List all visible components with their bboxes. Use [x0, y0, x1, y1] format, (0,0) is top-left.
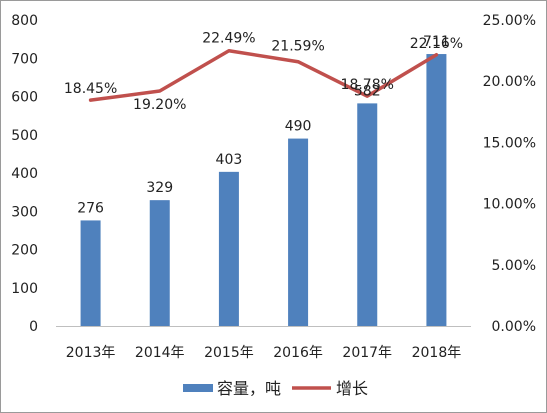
x-tick-label: 2015年	[204, 345, 254, 361]
x-tick-label: 2017年	[342, 345, 392, 361]
x-tick-label: 2018年	[412, 345, 462, 361]
bar	[149, 200, 170, 326]
x-axis: 2013年 2014年 2015年 2016年 2017年 2018年	[56, 326, 471, 361]
right-tick-label: 15.00%	[483, 135, 536, 151]
left-tick-label: 800	[11, 13, 38, 29]
line-value-label: 22.49%	[202, 31, 255, 47]
legend-label-bar: 容量，吨	[217, 379, 281, 398]
legend-label-line: 增长	[336, 379, 368, 398]
line-point	[89, 98, 93, 102]
left-tick-label: 100	[11, 281, 38, 297]
legend: 容量，吨 增长	[183, 379, 368, 398]
left-tick-label: 300	[11, 204, 38, 220]
line-value-label: 18.78%	[341, 77, 394, 93]
left-tick-label: 400	[11, 166, 38, 182]
bar-value-label: 490	[285, 119, 312, 135]
bar-value-label: 276	[77, 200, 104, 216]
line-value-label: 22.16%	[410, 36, 463, 52]
growth-line	[88, 48, 439, 102]
left-tick-label: 600	[11, 90, 38, 106]
legend-swatch-bar	[183, 384, 213, 392]
left-tick-label: 500	[11, 128, 38, 144]
line-point	[158, 89, 162, 93]
line-point	[227, 49, 231, 53]
left-tick-label: 200	[11, 243, 38, 259]
bar-value-label: 711	[423, 34, 450, 50]
line-value-label: 19.20%	[133, 97, 186, 113]
right-tick-label: 10.00%	[483, 197, 536, 213]
bar	[80, 220, 101, 326]
line-series	[88, 48, 439, 102]
bar-value-label: 582	[354, 83, 381, 99]
line-value-label: 21.59%	[271, 39, 324, 55]
right-tick-label: 5.00%	[492, 258, 536, 274]
left-tick-label: 0	[29, 319, 38, 335]
line-point	[296, 60, 300, 64]
right-axis-ticks: 0.00% 5.00% 10.00% 15.00% 20.00% 25.00%	[483, 13, 536, 335]
line-point	[365, 94, 369, 98]
bar	[218, 171, 239, 326]
left-tick-label: 700	[11, 51, 38, 67]
x-tick-label: 2013年	[66, 345, 116, 361]
right-tick-label: 25.00%	[483, 13, 536, 29]
bar	[357, 103, 378, 326]
line-point	[434, 53, 438, 57]
left-axis-ticks: 0 100 200 300 400 500 600 700 800	[11, 13, 38, 335]
bar-value-label: 403	[216, 152, 243, 168]
x-tick-label: 2016年	[273, 345, 323, 361]
line-value-label: 18.45%	[64, 81, 117, 97]
bar-value-label: 329	[146, 180, 173, 196]
right-tick-label: 20.00%	[483, 74, 536, 90]
bar	[426, 54, 447, 326]
bar-series	[80, 54, 447, 326]
bar	[288, 138, 309, 326]
data-labels: 276 329 403 490 582 711 18.45% 19.20% 22.49% 21.5…	[64, 31, 463, 217]
x-tick-label: 2014年	[135, 345, 185, 361]
right-tick-label: 0.00%	[492, 319, 536, 335]
